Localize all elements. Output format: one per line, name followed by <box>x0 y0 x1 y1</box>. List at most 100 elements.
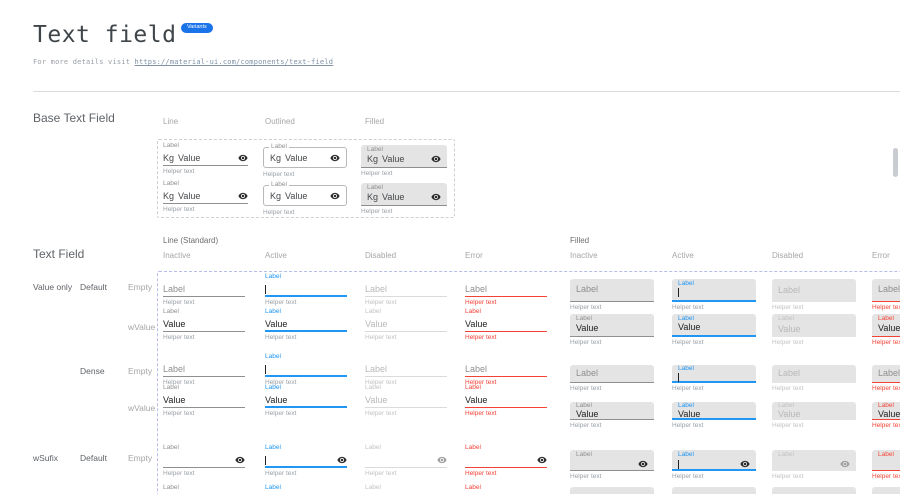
field-value: Kg Value <box>367 155 404 164</box>
base-line-field[interactable]: Label Kg Value Helper text <box>163 180 248 214</box>
field-placeholder: Label <box>576 367 599 378</box>
visibility-icon[interactable] <box>431 154 441 164</box>
field-placeholder: Label <box>878 284 900 294</box>
base-filled-field[interactable]: Label Kg Value Helper text <box>361 183 447 216</box>
text-field-line-active-suffix[interactable]: Label Helper text <box>265 444 347 478</box>
text-field-line-inactive-suffix[interactable]: Label Helper text <box>163 444 245 478</box>
text-field-filled-active-empty-dense[interactable]: Label Helper text <box>672 365 756 393</box>
field-value: Kg Value <box>163 154 200 163</box>
text-field-line-inactive-value[interactable]: Label Value Helper text <box>163 308 245 342</box>
helper-text: Helper text <box>672 385 704 392</box>
field-value: Value <box>878 323 900 333</box>
subtitle: For more details visit https://material-… <box>33 58 333 66</box>
visibility-icon[interactable] <box>337 455 347 465</box>
text-field-line-inactive-value-dense[interactable]: Label Value Helper text <box>163 384 245 418</box>
field-label: Label <box>265 353 281 360</box>
field-input: Kg Value <box>163 152 248 166</box>
helper-text: Helper text <box>365 334 397 341</box>
field-label: Label <box>265 273 281 280</box>
visibility-icon[interactable] <box>638 459 648 469</box>
visibility-icon[interactable] <box>431 192 441 202</box>
text-field-filled-disabled-empty: Label Helper text <box>772 279 856 312</box>
base-col-line: Line <box>163 117 179 126</box>
helper-text: Helper text <box>365 470 397 477</box>
text-field-filled-inactive-empty-dense[interactable]: Label Helper text <box>570 365 654 393</box>
helper-text: Helper text <box>163 379 195 386</box>
field-label: Label <box>576 402 592 409</box>
text-field-filled-active-suffix[interactable]: Label Helper text <box>672 450 756 481</box>
field-input: Label <box>872 279 900 302</box>
visibility-icon[interactable] <box>235 455 245 465</box>
docs-link[interactable]: https://material-ui.com/components/text-… <box>134 58 334 66</box>
text-field-filled-inactive-value-dense[interactable]: Label Value Helper text <box>570 402 654 430</box>
field-input: Label <box>772 279 856 302</box>
field-input: Label <box>872 365 900 383</box>
text-field-filled-inactive-suffix[interactable]: Label Helper text <box>570 450 654 481</box>
text-field-filled-active-empty[interactable]: Label Helper text <box>672 279 756 312</box>
field-placeholder: Label <box>778 284 801 295</box>
text-field-line-inactive-empty[interactable]: Label Helper text <box>163 283 245 307</box>
text-field-filled-inactive-value[interactable]: Label Value Helper text <box>570 314 654 347</box>
text-field-filled-error-suffix[interactable]: Label Helper text <box>872 450 900 481</box>
text-field-line-error-value[interactable]: Label Value Helper text <box>465 308 547 342</box>
visibility-icon[interactable] <box>238 191 248 201</box>
text-field-filled-inactive-empty[interactable]: Label Helper text <box>570 279 654 312</box>
field-input: Kg Value <box>163 190 248 204</box>
field-label: Label <box>367 184 383 191</box>
text-field-line-active-empty[interactable]: Label Helper text <box>265 273 347 307</box>
field-value: Value <box>878 408 900 419</box>
field-input: Label <box>570 279 654 302</box>
base-outlined-field[interactable]: Label Kg Value Helper text <box>263 181 347 217</box>
base-line-field[interactable]: Label Kg Value Helper text <box>163 142 248 176</box>
field-input: Label <box>163 363 245 377</box>
text-field-filled-disabled-value-dense: Label Value Helper text <box>772 402 856 430</box>
text-field-line-error-value-dense[interactable]: Label Value Helper text <box>465 384 547 418</box>
visibility-icon[interactable] <box>238 153 248 163</box>
visibility-icon[interactable] <box>537 455 547 465</box>
field-value: Value <box>778 408 801 419</box>
text-field-filled-active-value-dense[interactable]: Label Value Helper text <box>672 402 756 430</box>
text-field-filled-inactive-suffix-value[interactable] <box>570 487 654 494</box>
text-field-line-inactive-empty-dense[interactable]: Label Helper text <box>163 363 245 387</box>
helper-text: Helper text <box>872 422 900 429</box>
state-inactive: Inactive <box>163 251 191 260</box>
text-field-line-active-value-dense[interactable]: Label Value Helper text <box>265 384 347 418</box>
text-field-line-error-empty[interactable]: Label Helper text <box>465 283 547 307</box>
text-field-line-error-suffix[interactable]: Label Helper text <box>465 444 547 478</box>
field-input: Label Value <box>672 314 756 337</box>
field-input: Label Value <box>672 402 756 420</box>
text-field-filled-active-value[interactable]: Label Value Helper text <box>672 314 756 347</box>
text-field-line-error-empty-dense[interactable]: Label Helper text <box>465 363 547 387</box>
value-text: Value <box>178 191 201 201</box>
prefix-text: Kg <box>163 191 175 201</box>
helper-text: Helper text <box>163 299 195 306</box>
text-field-filled-error-empty[interactable]: Label Helper text <box>872 279 900 312</box>
base-outlined-field[interactable]: Label Kg Value Helper text <box>263 143 347 179</box>
text-field-filled-active-suffix-value[interactable] <box>672 487 756 494</box>
text-cursor <box>678 459 679 469</box>
visibility-icon[interactable] <box>330 191 340 201</box>
field-input: Label <box>163 283 245 297</box>
text-field-filled-error-suffix-value[interactable] <box>872 487 900 494</box>
helper-text: Helper text <box>772 473 804 480</box>
text-field-line-disabled-empty-dense: Label Helper text <box>365 363 447 387</box>
text-field-line-active-value[interactable]: Label Value Helper text <box>265 308 347 342</box>
field-value: Value <box>365 395 388 405</box>
base-filled-field[interactable]: Label Kg Value Helper text <box>361 145 447 178</box>
helper-text: Helper text <box>265 334 297 341</box>
prefix-text: Kg <box>367 192 379 202</box>
base-section-title: Base Text Field <box>33 111 115 125</box>
visibility-icon[interactable] <box>330 153 340 163</box>
field-label: Label <box>778 315 794 322</box>
text-field-line-active-empty-dense[interactable]: Label Helper text <box>265 353 347 387</box>
field-input: Label Kg Value <box>361 183 447 206</box>
helper-text: Helper text <box>570 422 602 429</box>
matrix-section-title: Text Field <box>33 247 85 261</box>
visibility-icon[interactable] <box>740 459 750 469</box>
scrollbar-thumb[interactable] <box>893 148 898 177</box>
text-field-filled-error-empty-dense[interactable]: Label Helper text <box>872 365 900 393</box>
field-label: Label <box>265 484 281 491</box>
field-input: Label <box>672 365 756 383</box>
